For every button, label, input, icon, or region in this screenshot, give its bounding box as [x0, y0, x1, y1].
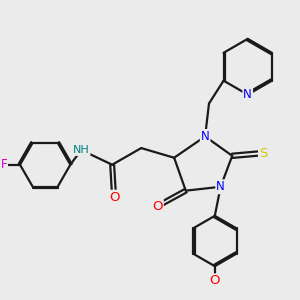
Text: F: F [0, 158, 7, 171]
Text: NH: NH [73, 145, 90, 155]
Text: O: O [109, 191, 119, 204]
Text: N: N [201, 130, 209, 143]
Text: S: S [259, 147, 267, 160]
Text: O: O [210, 274, 220, 287]
Text: O: O [152, 200, 163, 213]
Text: N: N [216, 180, 225, 193]
Text: N: N [243, 88, 252, 101]
